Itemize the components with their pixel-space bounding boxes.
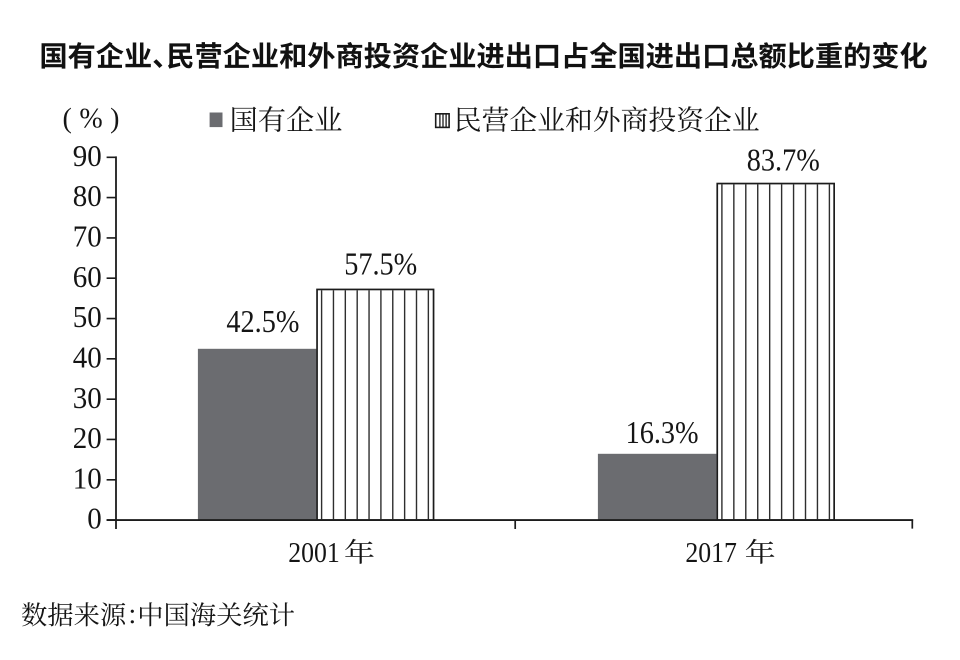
svg-text:2001: 2001 bbox=[288, 538, 340, 569]
svg-text:57.5%: 57.5% bbox=[344, 247, 417, 282]
svg-text:83.7%: 83.7% bbox=[747, 143, 820, 178]
svg-text:60: 60 bbox=[73, 259, 102, 294]
svg-text:2017: 2017 bbox=[685, 538, 737, 569]
svg-text:0: 0 bbox=[87, 501, 102, 536]
svg-text:40: 40 bbox=[73, 340, 102, 375]
svg-text:(%): (%) bbox=[63, 103, 120, 134]
svg-text:42.5%: 42.5% bbox=[226, 304, 299, 339]
svg-text:30: 30 bbox=[73, 380, 102, 415]
svg-text:10: 10 bbox=[73, 460, 102, 495]
svg-text:20: 20 bbox=[73, 420, 102, 455]
svg-text:50: 50 bbox=[73, 299, 102, 334]
svg-text:80: 80 bbox=[73, 178, 102, 213]
svg-text:70: 70 bbox=[73, 219, 102, 254]
svg-text:90: 90 bbox=[73, 138, 102, 173]
svg-text:16.3%: 16.3% bbox=[626, 415, 699, 450]
